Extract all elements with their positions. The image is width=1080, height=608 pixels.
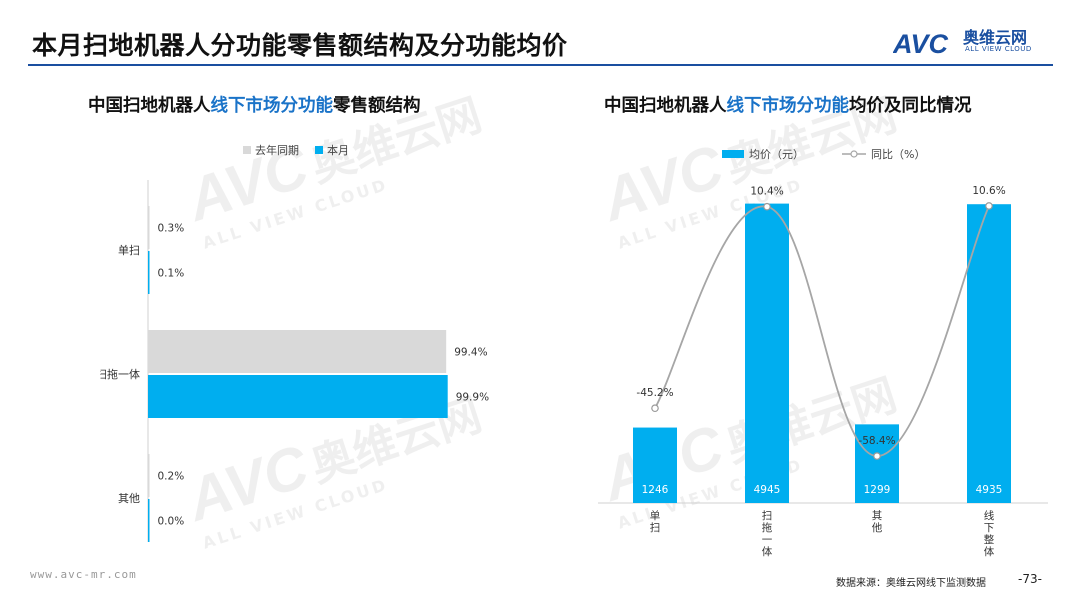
category-char-1-2: 扫 (650, 521, 661, 534)
price-label-1: 1246 (642, 484, 669, 496)
category-char-2-1: 扫 (762, 509, 773, 522)
category-char-4-2: 下 (984, 522, 995, 534)
left-chart-title-highlight: 线下市场分功能 (210, 96, 334, 116)
legend-swatch-yoy (842, 150, 866, 158)
avc-logo: AVC 奥维云网 ALL VIEW CLOUD (892, 24, 1055, 60)
left-chart-title-part3: 零售额结构 (333, 96, 421, 116)
page-number: -73- (1018, 572, 1042, 586)
bar-current-1 (148, 251, 150, 294)
bar-previous-2 (148, 330, 447, 373)
logo-name-en: ALL VIEW CLOUD (965, 45, 1032, 53)
yoy-label-1: -45.2% (636, 387, 673, 399)
right-chart-title: 中国扫地机器人线下市场分功能均价及同比情况 (604, 92, 972, 117)
page-title: 本月扫地机器人分功能零售额结构及分功能均价 (32, 31, 568, 60)
data-label-previous-1: 0.3% (158, 223, 185, 235)
price-label-4: 4935 (976, 484, 1003, 496)
yoy-point-2 (763, 202, 771, 211)
category-char-2-3: 一 (762, 534, 773, 546)
bar-previous-3 (148, 454, 150, 497)
right-chart-title-part3: 均价及同比情况 (849, 96, 972, 116)
category-label-3: 其他 (118, 492, 140, 505)
data-label-current-2: 99.9% (456, 392, 489, 404)
price-label-2: 4945 (754, 484, 781, 496)
right-chart-legend: 均价（元） 同比（%） (722, 146, 925, 162)
category-label-2: 扫拖一体 (100, 367, 140, 381)
legend-label-previous: 去年同期 (255, 144, 299, 157)
data-label-current-3: 0.0% (158, 516, 185, 528)
legend-swatch-current (315, 146, 323, 154)
price-bar-1 (633, 427, 677, 503)
price-bar-3 (855, 424, 899, 503)
yoy-label-3: -58.4% (858, 435, 895, 447)
yoy-label-4: 10.6% (972, 185, 1005, 197)
bar-previous-1 (148, 206, 150, 249)
avg-price-chart: 1246单扫4945扫拖一体1299其他4935线下整体-45.2%10.4%-… (598, 185, 1048, 558)
price-bar-4 (967, 204, 1011, 503)
footer-url: www.avc-mr.com (30, 568, 137, 581)
category-char-3-1: 其 (872, 510, 883, 522)
data-label-current-1: 0.1% (158, 268, 185, 280)
logo-name-cn: 奥维云网 (963, 28, 1028, 47)
price-bar-2 (745, 203, 789, 503)
category-char-4-3: 整 (984, 533, 995, 546)
data-label-previous-3: 0.2% (158, 471, 185, 483)
legend-label-current: 本月 (327, 144, 349, 157)
avc-logo-mark: AVC (892, 29, 949, 59)
bar-current-2 (148, 375, 448, 418)
category-char-4-4: 体 (984, 546, 995, 558)
svg-text:AVC: AVC (893, 29, 949, 59)
right-chart-title-part1: 中国扫地机器人 (604, 96, 727, 116)
category-char-1-1: 单 (650, 510, 661, 522)
left-chart-legend: 去年同期 本月 (243, 142, 349, 158)
yoy-point-3 (873, 452, 881, 460)
left-chart-title: 中国扫地机器人线下市场分功能零售额结构 (88, 92, 421, 117)
data-source-note: 数据来源：奥维云网线下监测数据 (836, 578, 986, 589)
legend-label-price: 均价（元） (749, 148, 804, 161)
title-divider (28, 64, 1053, 66)
right-chart-title-highlight: 线下市场分功能 (726, 96, 850, 116)
legend-label-yoy: 同比（%） (871, 148, 926, 161)
yoy-point-4 (985, 202, 993, 210)
category-label-1: 单扫 (118, 244, 140, 257)
legend-swatch-price (722, 150, 744, 158)
yoy-point-1 (651, 404, 659, 413)
yoy-label-2: 10.4% (750, 186, 783, 198)
category-char-2-2: 拖 (762, 521, 773, 534)
category-char-4-1: 线 (984, 509, 995, 522)
yoy-line (654, 205, 990, 457)
left-chart-title-part1: 中国扫地机器人 (88, 96, 211, 116)
data-label-previous-2: 99.4% (454, 347, 487, 359)
bar-current-3 (148, 499, 150, 542)
legend-swatch-previous (243, 146, 251, 154)
retail-structure-chart: 单扫 0.3% 0.1% 扫拖一体 99.4% 99.9% 其他 0.2% 0.0% (100, 180, 489, 542)
price-label-3: 1299 (864, 484, 891, 496)
category-char-2-4: 体 (762, 546, 773, 558)
category-char-3-2: 他 (872, 521, 883, 534)
